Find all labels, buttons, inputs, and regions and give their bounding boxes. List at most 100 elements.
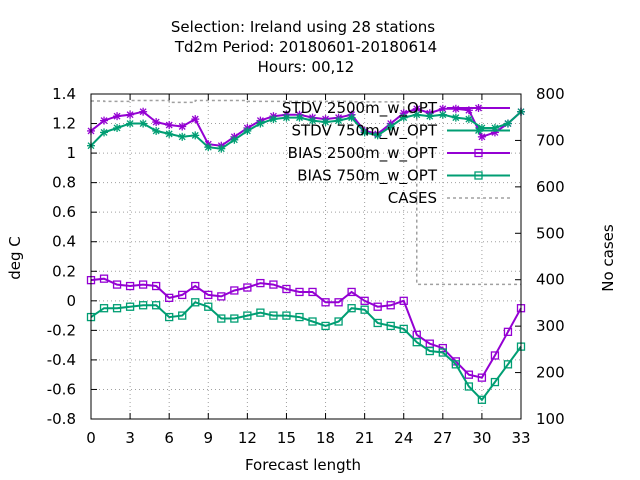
marker-stroke	[269, 115, 277, 123]
data-point	[112, 304, 122, 313]
chart-title: Selection: Ireland using 28 stations Td2…	[171, 18, 437, 76]
legend-marker	[474, 148, 483, 158]
data-point	[256, 278, 265, 288]
data-point	[139, 107, 148, 116]
marker-stroke	[504, 120, 512, 128]
data-point	[503, 360, 513, 369]
data-point	[438, 110, 447, 119]
y2-tick-label: 500	[536, 224, 565, 242]
marker-stroke	[348, 114, 356, 122]
data-point	[451, 360, 460, 369]
marker-stroke	[413, 105, 421, 113]
marker-stroke	[217, 145, 225, 153]
data-point	[477, 132, 486, 141]
marker-stroke	[426, 112, 434, 120]
x-tick-label: 12	[238, 429, 257, 447]
marker-stroke	[243, 127, 251, 135]
marker-stroke	[126, 120, 134, 128]
data-point	[217, 314, 226, 323]
data-point	[386, 301, 395, 310]
marker-stroke	[152, 118, 160, 126]
marker-stroke	[439, 111, 447, 119]
data-point	[360, 305, 369, 314]
marker-stroke	[113, 112, 121, 120]
data-point	[399, 113, 408, 122]
data-point	[152, 281, 161, 291]
data-point	[178, 290, 187, 300]
legend-marker	[474, 171, 483, 180]
data-point	[204, 290, 213, 300]
marker-stroke	[478, 133, 486, 141]
data-point	[152, 126, 161, 135]
data-point	[386, 321, 395, 331]
data-point	[165, 293, 174, 303]
data-point	[99, 274, 109, 283]
data-point	[282, 284, 291, 294]
data-point	[490, 351, 500, 360]
data-point	[113, 112, 122, 121]
data-point	[217, 144, 226, 153]
x-tick-label: 0	[86, 429, 96, 447]
data-point	[321, 118, 330, 127]
data-point	[282, 311, 291, 320]
y-tick-label: -0.8	[47, 410, 76, 428]
x-tick-label: 21	[355, 429, 374, 447]
marker-stroke	[178, 133, 186, 141]
y2-tick-label: 300	[536, 317, 565, 335]
axis-ticks: 0 3 6 9 12 15 18 21 24 27 30 33 -0.8 -0.6 -0.4 -0.2 0 0.2…	[47, 85, 565, 447]
legend-marker	[474, 104, 483, 112]
title-line-3: Hours: 00,12	[258, 58, 355, 76]
marker-stroke	[335, 117, 343, 125]
data-point	[230, 286, 239, 295]
grid	[91, 94, 521, 419]
marker-stroke	[113, 124, 121, 132]
data-point	[243, 283, 252, 292]
title-line-2: Td2m Period: 20180601-20180614	[174, 38, 437, 56]
data-point	[451, 113, 460, 122]
legend-marker	[474, 126, 483, 135]
y-tick-label: 0.6	[52, 203, 76, 221]
data-point	[191, 281, 200, 291]
marker-stroke	[256, 120, 264, 128]
data-point	[464, 382, 474, 391]
marker-stroke	[296, 114, 303, 122]
legend-label: STDV 750m_w_OPT	[291, 122, 437, 141]
legend-item: BIAS 750m_w_OPT	[297, 167, 510, 186]
series-line	[90, 110, 522, 150]
title-line-1: Selection: Ireland using 28 stations	[171, 18, 435, 36]
data-point	[113, 123, 122, 132]
marker-stroke	[165, 130, 173, 138]
y-tick-label: 1.4	[52, 85, 76, 103]
data-point	[503, 119, 512, 128]
data-point	[438, 348, 447, 357]
marker-stroke	[165, 121, 173, 129]
x-tick-label: 3	[125, 429, 135, 447]
data-point	[112, 280, 122, 289]
data-point	[295, 113, 304, 122]
x-tick-label: 18	[316, 429, 335, 447]
data-point	[139, 119, 148, 128]
data-point	[282, 113, 291, 122]
data-point	[217, 292, 226, 301]
marker-stroke	[452, 114, 460, 122]
marker-stroke	[126, 111, 134, 119]
data-point	[412, 338, 421, 347]
marker-stroke	[100, 117, 108, 125]
data-point	[126, 119, 135, 128]
data-point	[243, 126, 252, 135]
series-line	[90, 301, 522, 402]
data-point	[191, 131, 200, 140]
x-tick-label: 33	[511, 429, 530, 447]
data-point	[191, 298, 200, 307]
marker-stroke	[439, 105, 447, 113]
data-point	[321, 321, 330, 331]
data-point	[125, 281, 135, 291]
legend-label: BIAS 2500m_w_OPT	[288, 144, 438, 163]
x-tick-label: 24	[394, 429, 413, 447]
data-point	[178, 132, 187, 141]
legend-label: CASES	[388, 189, 437, 207]
data-point	[464, 370, 474, 379]
data-point	[204, 143, 213, 152]
x-axis-label: Forecast length	[245, 456, 361, 474]
